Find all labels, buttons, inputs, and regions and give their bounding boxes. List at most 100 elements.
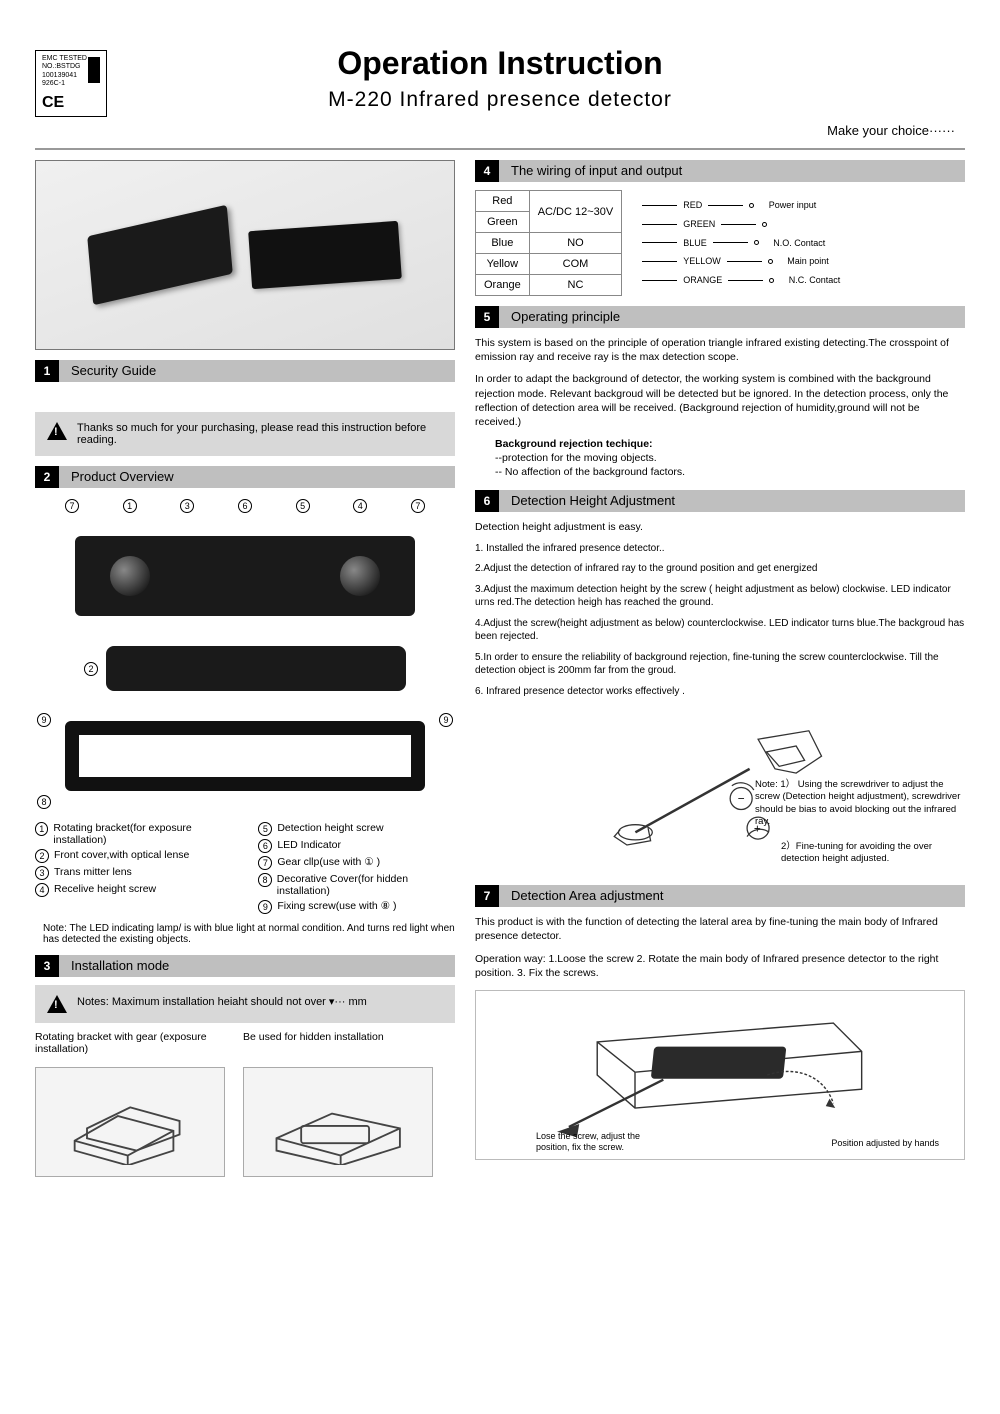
title-block: Operation Instruction M-220 Infrared pre…	[35, 40, 965, 112]
height-s4: 4.Adjust the screw(height adjustment as …	[475, 617, 965, 644]
wire-yellow: Yellow	[476, 254, 530, 275]
area-cap-1: Lose the screw, adjust the position, fix…	[536, 1131, 646, 1153]
wire-acdc: AC/DC 12~30V	[529, 191, 622, 233]
install-img-2	[243, 1067, 433, 1177]
device-main-body	[75, 536, 415, 616]
install-cap-2: Be used for hidden installation	[243, 1031, 433, 1057]
callout-8: 8	[37, 795, 51, 809]
part-2: 2Front cover,with optical lense	[35, 849, 238, 863]
part-5: 5Detection height screw	[258, 822, 455, 836]
device-render-2	[248, 221, 402, 289]
height-s2: 2.Adjust the detection of infrared ray t…	[475, 562, 965, 576]
wiring-table: RedAC/DC 12~30V Green BlueNO YellowCOM O…	[475, 190, 622, 296]
height-s5: 5.In order to ensure the reliability of …	[475, 651, 965, 678]
principle-bullets: Background rejection techique: --protect…	[495, 437, 965, 480]
section-7-head: 7 Detection Area adjustment	[475, 885, 965, 907]
callout-2: 2	[84, 662, 98, 676]
wire-no: NO	[529, 233, 622, 254]
device-render-1	[87, 205, 233, 306]
section-4-num: 4	[475, 160, 499, 182]
section-2-head: 2 Product Overview	[35, 466, 455, 488]
warning-icon	[47, 422, 67, 440]
section-6-head: 6 Detection Height Adjustment	[475, 490, 965, 512]
install-cap-1: Rotating bracket with gear (exposure ins…	[35, 1031, 225, 1057]
thanks-text: Thanks so much for your purchasing, plea…	[77, 422, 443, 446]
area-p1: This product is with the function of det…	[475, 915, 965, 943]
emc-black-bar	[88, 57, 100, 83]
principle-p1: This system is based on the principle of…	[475, 336, 965, 364]
callout-1: 1	[123, 499, 137, 513]
out-orange: ORANGE N.C. Contact	[642, 271, 840, 290]
wire-com: COM	[529, 254, 622, 275]
wire-nc: NC	[529, 275, 622, 296]
section-4-label: The wiring of input and output	[511, 160, 682, 182]
part-7: 7Gear cllp(use with ① )	[258, 856, 455, 870]
section-4-head: 4 The wiring of input and output	[475, 160, 965, 182]
principle-b2: -- No affection of the background factor…	[495, 466, 685, 478]
callout-6: 6	[238, 499, 252, 513]
tagline: Make your choice······	[827, 123, 955, 138]
product-photo	[35, 160, 455, 350]
out-yellow: YELLOW Main point	[642, 252, 840, 271]
right-column: 4 The wiring of input and output RedAC/D…	[475, 160, 965, 1177]
detection-area-figure: Lose the screw, adjust the position, fix…	[475, 990, 965, 1160]
warning-icon-2	[47, 995, 67, 1013]
callout-3: 3	[180, 499, 194, 513]
led-note: Note: The LED indicating lamp/ is with b…	[35, 923, 455, 945]
section-5-num: 5	[475, 306, 499, 328]
area-cap-2: Position adjusted by hands	[831, 1138, 939, 1149]
parts-list: 1Rotating bracket(for exposure installat…	[35, 822, 455, 917]
callout-5: 5	[296, 499, 310, 513]
callout-7a: 7	[65, 499, 79, 513]
emc-cert-box: EMC TESTED NO.:BSTDG 100139041 926C-1 CE	[35, 50, 107, 117]
principle-bh: Background rejection techique:	[495, 438, 653, 450]
part-3: 3Trans mitter lens	[35, 866, 238, 880]
section-7-label: Detection Area adjustment	[511, 885, 663, 907]
max-install-text: Notes: Maximum installation heiaht shoul…	[77, 995, 367, 1008]
frame-row: 9 9 8	[65, 721, 425, 791]
height-note: Note: 1） Using the screwdriver to adjust…	[755, 779, 965, 865]
section-1-label: Security Guide	[71, 360, 156, 382]
wire-blue: Blue	[476, 233, 530, 254]
section-1-num: 1	[35, 360, 59, 382]
svg-text:−: −	[738, 792, 745, 806]
part-4: 4Recelive height screw	[35, 883, 238, 897]
lens-right	[340, 556, 380, 596]
page-header: EMC TESTED NO.:BSTDG 100139041 926C-1 CE…	[35, 40, 965, 150]
sub-title: M-220 Infrared presence detector	[35, 88, 965, 112]
device-decorative-frame	[65, 721, 425, 791]
height-s1: 1. Installed the infrared presence detec…	[475, 542, 965, 556]
height-intro: Detection height adjustment is easy.	[475, 520, 965, 534]
principle-b1: --protection for the moving objects.	[495, 452, 657, 464]
wiring-diagram: RedAC/DC 12~30V Green BlueNO YellowCOM O…	[475, 190, 965, 296]
part-8: 8Decorative Cover(for hidden installatio…	[258, 873, 455, 897]
device-front-cover	[106, 646, 406, 691]
left-column: 1 Security Guide Thanks so much for your…	[35, 160, 455, 1177]
max-install-note: Notes: Maximum installation heiaht shoul…	[35, 985, 455, 1023]
out-blue: BLUE N.O. Contact	[642, 234, 840, 253]
exploded-diagram: 7 1 3 6 5 4 7 2 9 9 8	[35, 496, 455, 816]
cover-row: 2	[84, 646, 406, 691]
screwdriver-figure: − + Note: 1） Using the screwdriver to ad…	[475, 705, 965, 875]
height-s3: 3.Adjust the maximum detection height by…	[475, 583, 965, 610]
main-title: Operation Instruction	[35, 45, 965, 82]
install-img-1	[35, 1067, 225, 1177]
install-mode-figures: Rotating bracket with gear (exposure ins…	[35, 1031, 455, 1177]
callout-7b: 7	[411, 499, 425, 513]
install-exposure: Rotating bracket with gear (exposure ins…	[35, 1031, 225, 1177]
section-3-label: Installation mode	[71, 955, 169, 977]
section-5-label: Operating principle	[511, 306, 620, 328]
section-3-num: 3	[35, 955, 59, 977]
section-2-label: Product Overview	[71, 466, 174, 488]
wire-red: Red	[476, 191, 530, 212]
callout-9b: 9	[439, 713, 453, 727]
out-red: RED Power input	[642, 196, 840, 215]
section-2-num: 2	[35, 466, 59, 488]
section-7-num: 7	[475, 885, 499, 907]
install-hidden: Be used for hidden installation	[243, 1031, 433, 1177]
section-1-head: 1 Security Guide	[35, 360, 455, 382]
section-6-num: 6	[475, 490, 499, 512]
principle-p2: In order to adapt the background of dete…	[475, 372, 965, 429]
lens-left	[110, 556, 150, 596]
thanks-note: Thanks so much for your purchasing, plea…	[35, 412, 455, 456]
